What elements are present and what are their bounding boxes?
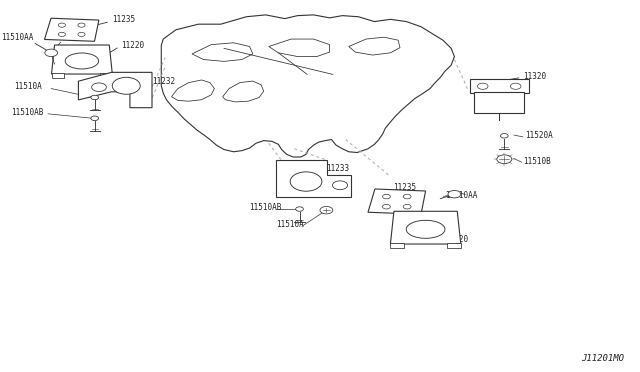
Ellipse shape — [65, 53, 99, 69]
Circle shape — [497, 155, 512, 164]
Text: 11235: 11235 — [394, 183, 417, 192]
Polygon shape — [368, 189, 426, 214]
Text: 11520A: 11520A — [525, 131, 552, 140]
FancyBboxPatch shape — [51, 73, 63, 77]
Ellipse shape — [406, 220, 445, 238]
Circle shape — [333, 181, 348, 190]
Polygon shape — [269, 39, 330, 57]
Text: 11510AB: 11510AB — [12, 108, 44, 116]
Text: 11510A: 11510A — [276, 220, 304, 229]
Text: 11510B: 11510B — [524, 157, 551, 166]
Polygon shape — [390, 211, 461, 244]
FancyBboxPatch shape — [474, 92, 524, 113]
Circle shape — [91, 116, 99, 121]
FancyBboxPatch shape — [447, 243, 461, 248]
Circle shape — [383, 204, 390, 209]
Circle shape — [58, 23, 65, 27]
Text: 11510AB: 11510AB — [250, 203, 282, 212]
Text: 11235: 11235 — [112, 15, 135, 23]
Circle shape — [58, 32, 65, 36]
Ellipse shape — [290, 172, 322, 191]
Ellipse shape — [112, 77, 140, 94]
Circle shape — [92, 83, 106, 92]
Text: 11320: 11320 — [524, 72, 547, 81]
Circle shape — [320, 206, 333, 214]
Circle shape — [78, 32, 85, 36]
Circle shape — [403, 204, 411, 209]
FancyBboxPatch shape — [100, 73, 113, 77]
Circle shape — [296, 207, 303, 211]
FancyBboxPatch shape — [470, 79, 529, 93]
Polygon shape — [192, 43, 253, 61]
Circle shape — [510, 83, 521, 89]
Circle shape — [403, 194, 411, 199]
Polygon shape — [45, 18, 99, 41]
Circle shape — [383, 194, 390, 199]
Circle shape — [78, 23, 85, 27]
Polygon shape — [276, 160, 351, 197]
Circle shape — [91, 95, 99, 100]
Text: J11201MO: J11201MO — [581, 354, 624, 363]
Text: 11232: 11232 — [152, 77, 175, 86]
Text: 11233: 11233 — [326, 164, 349, 173]
Circle shape — [477, 83, 488, 89]
Polygon shape — [52, 45, 113, 74]
Polygon shape — [79, 72, 152, 108]
FancyBboxPatch shape — [390, 243, 404, 248]
Polygon shape — [161, 15, 454, 157]
Circle shape — [448, 190, 461, 198]
Polygon shape — [349, 37, 400, 55]
Polygon shape — [172, 80, 214, 101]
Circle shape — [45, 49, 58, 57]
Text: 11510AA: 11510AA — [1, 33, 34, 42]
Circle shape — [500, 134, 508, 138]
Text: 11220: 11220 — [122, 41, 145, 49]
Text: 11510AA: 11510AA — [445, 191, 477, 200]
Text: 11220: 11220 — [445, 235, 468, 244]
Text: 11510A: 11510A — [14, 82, 42, 91]
Polygon shape — [223, 81, 264, 102]
